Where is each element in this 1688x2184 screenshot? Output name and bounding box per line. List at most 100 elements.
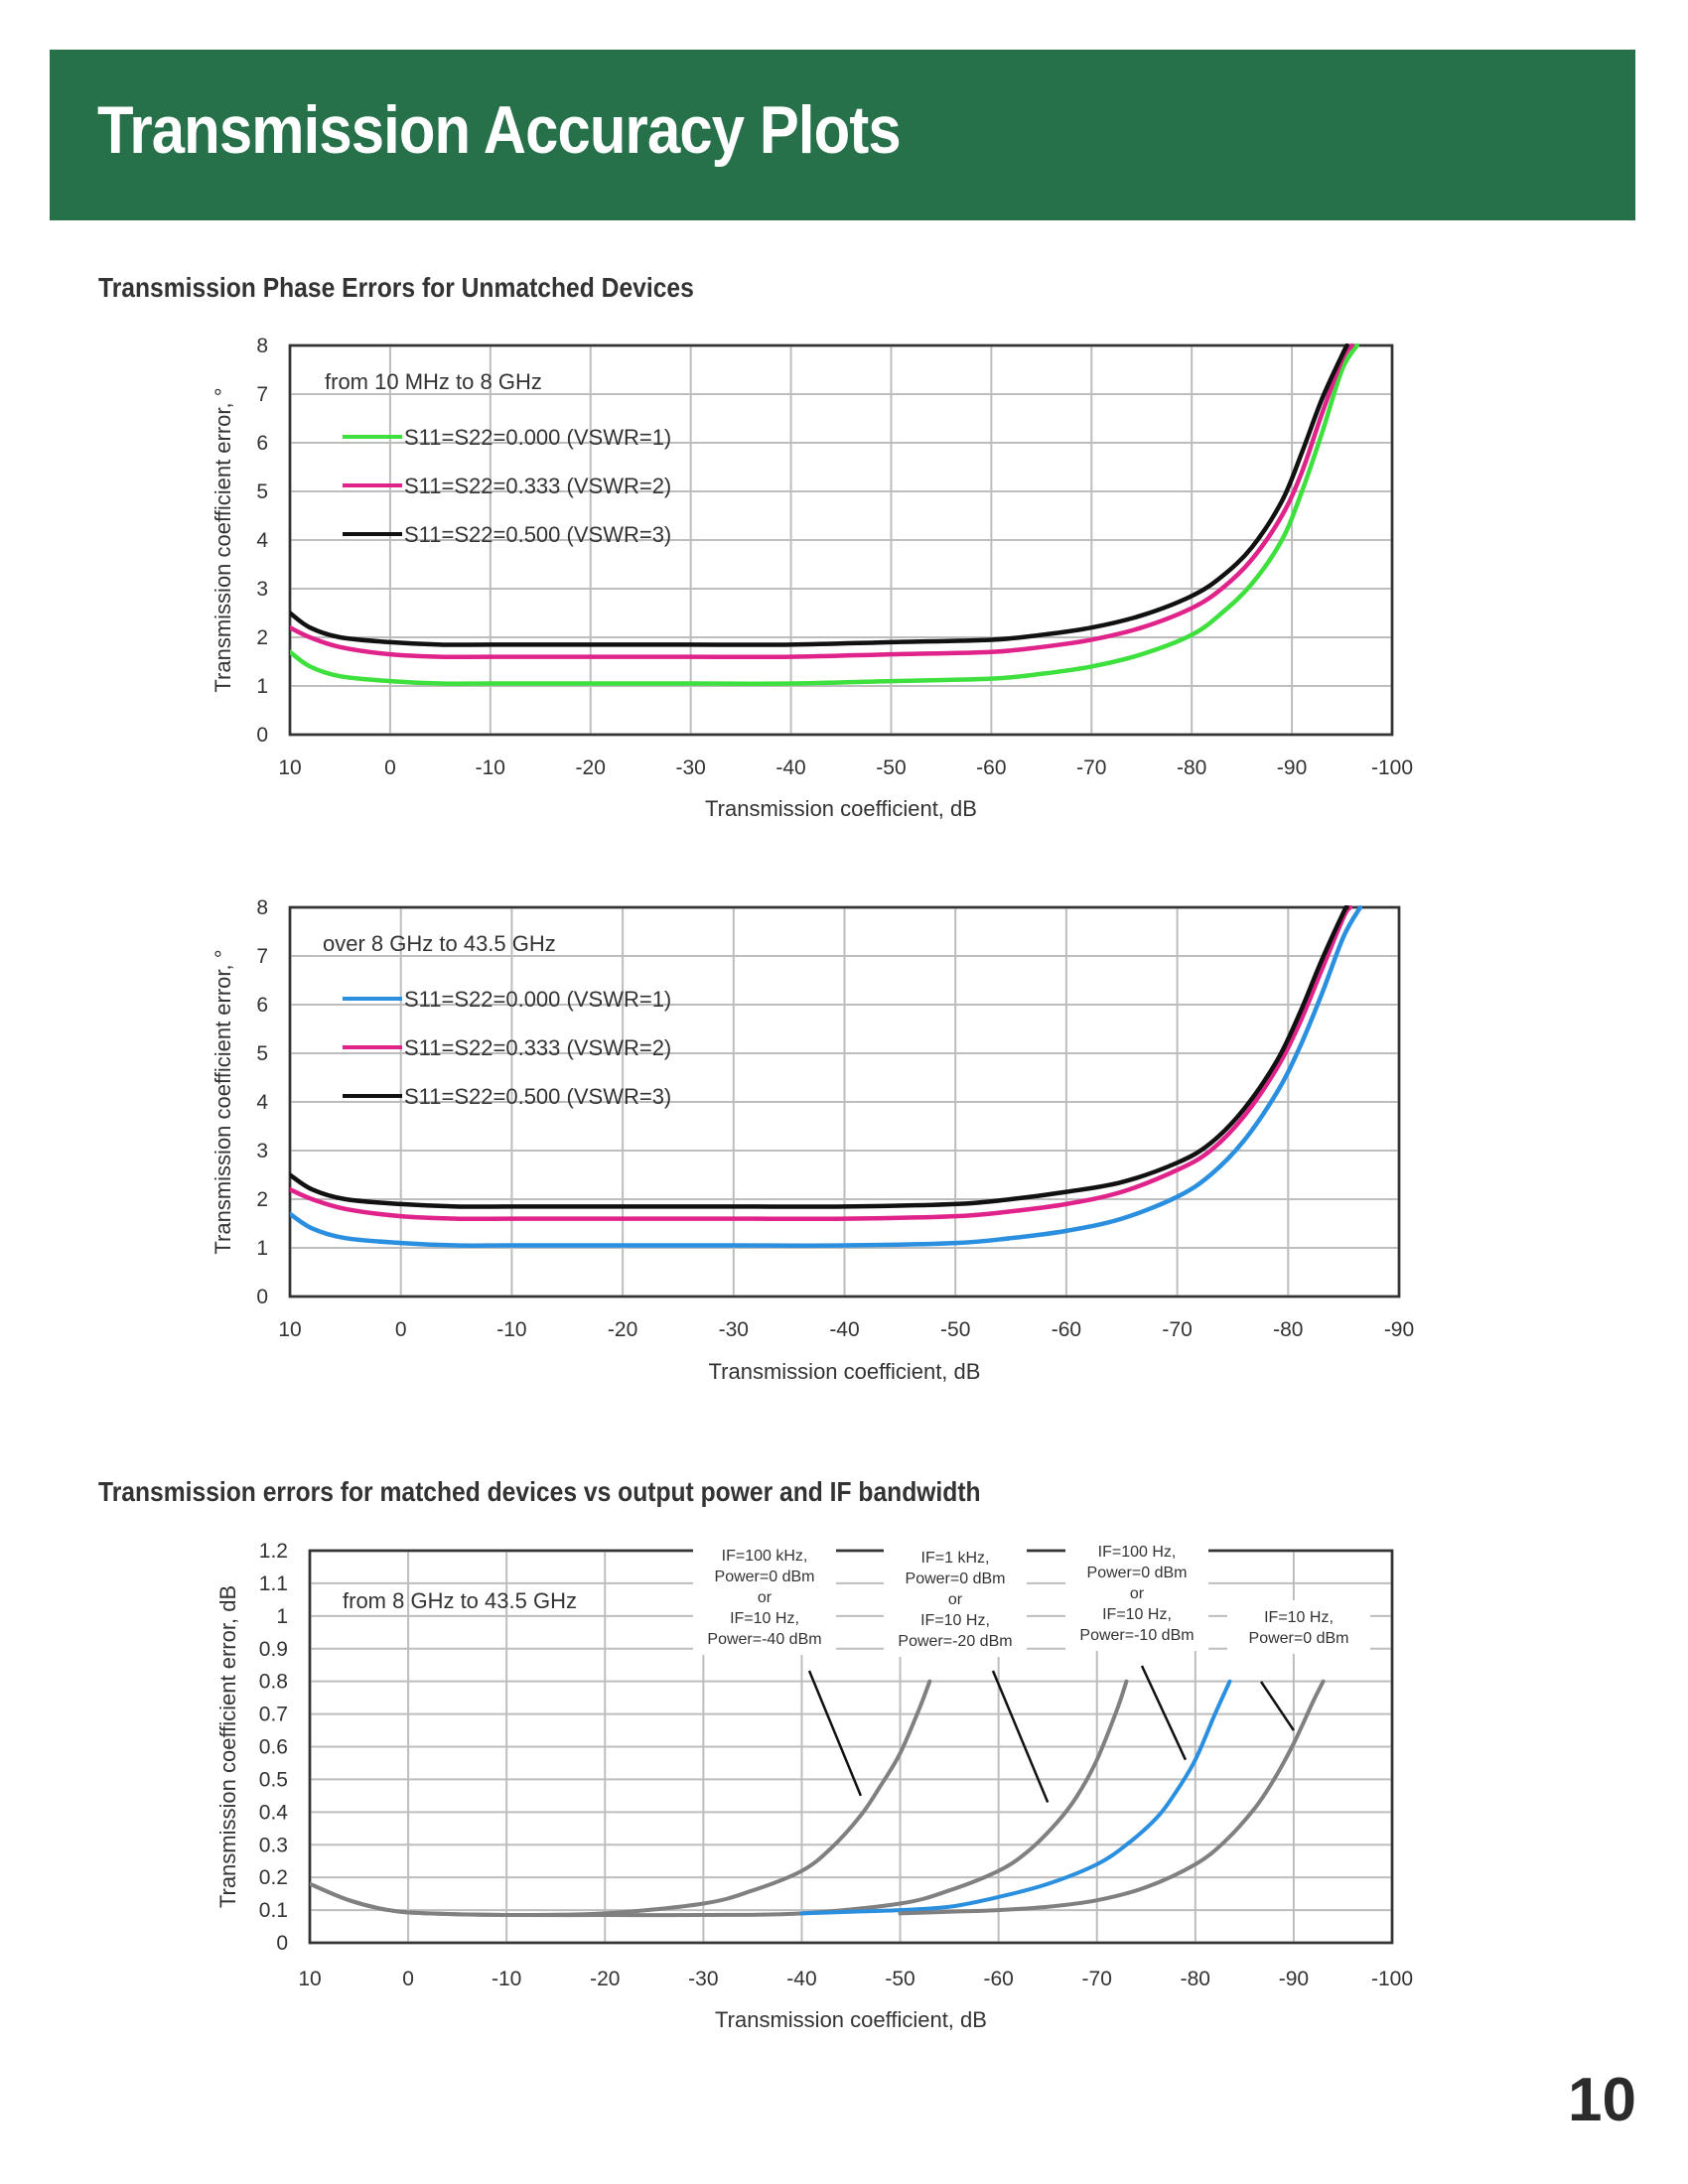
y-tick-label: 4 <box>256 529 268 552</box>
y-tick-label: 0 <box>256 724 268 747</box>
y-tick-label: 1.2 <box>259 1540 288 1563</box>
x-axis-label: Transmission coefficient, dB <box>715 2007 987 2032</box>
callout-text: or <box>948 1591 963 1608</box>
x-tick-label: -30 <box>675 756 705 779</box>
y-tick-label: 1 <box>256 1237 268 1260</box>
y-tick-label: 7 <box>256 945 268 968</box>
callout-text: Power=-10 dBm <box>1079 1627 1194 1644</box>
section-title-matched: Transmission errors for matched devices … <box>98 1476 981 1507</box>
callout-leader-line <box>807 1670 863 1797</box>
y-tick-label: 1 <box>276 1605 288 1628</box>
x-tick-label: -100 <box>1371 756 1413 779</box>
series-line-4 <box>898 1679 1326 1916</box>
y-tick-label: 8 <box>256 896 268 919</box>
y-tick-label: 0.9 <box>259 1638 288 1661</box>
x-tick-label: -40 <box>829 1318 859 1341</box>
x-tick-label: -80 <box>1177 756 1206 779</box>
y-tick-label: 0.7 <box>259 1704 288 1726</box>
x-tick-label: -70 <box>1076 756 1106 779</box>
x-tick-label: -80 <box>1273 1318 1303 1341</box>
x-tick-label: 0 <box>384 756 396 779</box>
callout-text: IF=100 Hz, <box>1098 1544 1177 1561</box>
x-tick-label: -90 <box>1277 756 1307 779</box>
y-tick-label: 5 <box>256 1042 268 1065</box>
callout-text: Power=0 dBm <box>906 1570 1006 1587</box>
y-tick-label: 6 <box>256 432 268 455</box>
chart-svg: 10 0 -10 -20 -30 -40 -50 -60 -70 -80 -90 0 1 2 3 4 5 6 7 8 T… <box>211 896 1414 1384</box>
y-tick-label: 6 <box>256 994 268 1017</box>
series-line-2 <box>290 905 1353 1222</box>
x-tick-label: 10 <box>298 1968 321 1990</box>
page-number: 10 <box>1568 2066 1636 2134</box>
series-group <box>290 905 1363 1248</box>
y-axis-label: Transmission coefficient error, ° <box>211 387 235 692</box>
x-tick-label: -50 <box>885 1968 914 1990</box>
x-tick-label: -60 <box>1052 1318 1081 1341</box>
series-line-1 <box>290 905 1363 1248</box>
title-banner: Transmission Accuracy Plots <box>50 50 1635 220</box>
callout-background <box>884 1541 1027 1657</box>
plot-frame <box>308 1549 1394 1945</box>
series-line-3 <box>290 905 1349 1209</box>
x-tick-label: -50 <box>876 756 906 779</box>
x-tick-label: 10 <box>278 756 301 779</box>
x-tick-label: 10 <box>278 1318 301 1341</box>
series-line-3 <box>799 1679 1232 1916</box>
x-tick-label: -70 <box>1082 1968 1112 1990</box>
y-tick-label: 0.2 <box>259 1866 288 1889</box>
callout-text: Power=0 dBm <box>1249 1630 1349 1647</box>
x-tick-label: -20 <box>576 756 606 779</box>
legend-entry: S11=S22=0.333 (VSWR=2) <box>404 1035 671 1060</box>
plot-frame <box>288 343 1394 737</box>
frequency-range-note: over 8 GHz to 43.5 GHz <box>323 931 556 956</box>
x-axis-label: Transmission coefficient, dB <box>705 796 977 821</box>
x-tick-label: -30 <box>688 1968 718 1990</box>
y-tick-label: 0.5 <box>259 1768 288 1791</box>
y-tick-label: 0.1 <box>259 1899 288 1922</box>
x-tick-label: -40 <box>786 1968 816 1990</box>
x-tick-label: -60 <box>976 756 1006 779</box>
x-tick-label: -20 <box>608 1318 637 1341</box>
y-tick-label: 2 <box>256 626 268 649</box>
x-tick-label: -10 <box>496 1318 526 1341</box>
series-group <box>310 1679 1326 1918</box>
chart-matched-errors: 10 0 -10 -20 -30 -40 -50 -60 -70 -80 -90 -100 0 0.1 0.… <box>0 1519 1688 2055</box>
callout-text: IF=10 Hz, <box>1264 1609 1334 1626</box>
callout-background <box>693 1539 836 1655</box>
y-tick-label: 7 <box>256 383 268 406</box>
callout-leader-line <box>1140 1665 1188 1761</box>
x-tick-label: -70 <box>1162 1318 1192 1341</box>
series-line-3 <box>290 343 1349 647</box>
callout-text: IF=100 kHz, <box>722 1548 808 1565</box>
callout-text: Power=-20 dBm <box>898 1633 1012 1650</box>
series-line-2 <box>310 1679 1129 1918</box>
legend-entry: S11=S22=0.000 (VSWR=1) <box>404 425 671 450</box>
callout-text: or <box>1130 1585 1145 1602</box>
x-tick-label: -100 <box>1371 1968 1413 1990</box>
y-tick-label: 3 <box>256 578 268 601</box>
frequency-range-note: from 10 MHz to 8 GHz <box>325 369 542 394</box>
y-tick-label: 3 <box>256 1140 268 1162</box>
y-tick-label: 4 <box>256 1091 268 1114</box>
y-axis-label: Transmission coefficient error, dB <box>215 1585 240 1908</box>
y-tick-label: 2 <box>256 1188 268 1211</box>
y-tick-label: 0.6 <box>259 1736 288 1759</box>
y-tick-label: 1 <box>256 675 268 698</box>
y-tick-label: 5 <box>256 480 268 503</box>
x-tick-label: -10 <box>476 756 505 779</box>
frequency-range-note: from 8 GHz to 43.5 GHz <box>343 1588 577 1613</box>
chart-phase-errors-low-band: 10 0 -10 -20 -30 -40 -50 -60 -70 -80 -90 -100 0 1 2 3 4 5… <box>0 318 1688 834</box>
y-tick-label: 0.3 <box>259 1834 288 1856</box>
callout-text: Power=-40 dBm <box>707 1631 821 1648</box>
x-axis-label: Transmission coefficient, dB <box>709 1359 981 1384</box>
section-title-unmatched: Transmission Phase Errors for Unmatched … <box>98 272 694 303</box>
callout-text: Power=0 dBm <box>1087 1565 1188 1581</box>
x-tick-label: 0 <box>402 1968 414 1990</box>
legend-entry: S11=S22=0.500 (VSWR=3) <box>404 1084 671 1109</box>
y-tick-label: 0.8 <box>259 1671 288 1694</box>
legend-entry: S11=S22=0.333 (VSWR=2) <box>404 474 671 498</box>
x-tick-label: -10 <box>492 1968 521 1990</box>
y-tick-label: 0 <box>276 1932 288 1955</box>
legend-entry: S11=S22=0.500 (VSWR=3) <box>404 522 671 547</box>
callout-text: or <box>758 1589 773 1606</box>
